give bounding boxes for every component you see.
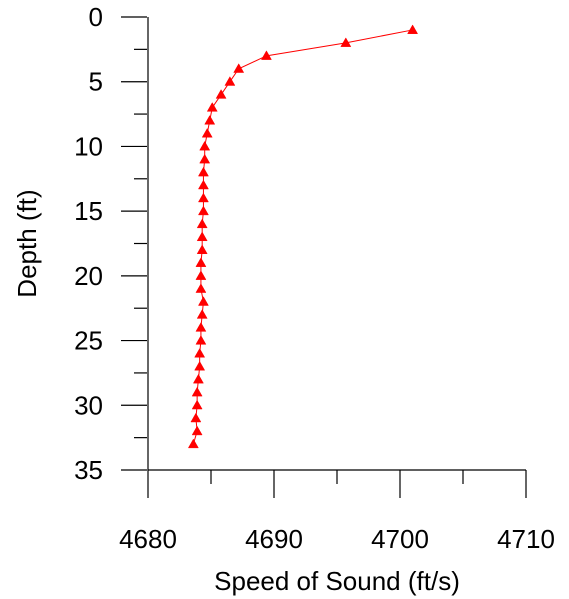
data-point-marker [407, 24, 419, 34]
data-point-marker [195, 270, 207, 280]
y-axis-title: Depth (ft) [12, 189, 42, 297]
y-ticks: 0 5 10 15 20 25 30 35 [74, 2, 147, 485]
y-tick-label: 20 [74, 261, 103, 291]
data-point-marker [198, 166, 209, 177]
data-point-marker [206, 102, 218, 112]
data-point-marker [191, 386, 203, 397]
data-point-marker [195, 335, 207, 345]
data-point-marker [199, 140, 211, 151]
data-point-marker [194, 360, 206, 371]
series-line [192, 29, 413, 445]
y-tick-label: 35 [74, 455, 103, 485]
x-ticks: 4680 4690 4700 4710 [119, 470, 555, 554]
data-point-marker [201, 127, 213, 138]
data-point-marker [199, 153, 211, 164]
data-point-marker [191, 399, 203, 410]
data-point-marker [190, 412, 202, 423]
data-point-marker [261, 50, 272, 60]
data-point-marker [191, 425, 203, 436]
data-point-marker [196, 231, 208, 242]
data-point-marker [198, 296, 209, 306]
data-point-marker [196, 244, 208, 254]
axes [147, 17, 526, 471]
x-tick-label: 4700 [371, 524, 429, 554]
y-tick-label: 25 [74, 326, 103, 356]
x-tick-label: 4710 [497, 524, 555, 554]
data-point-marker [204, 115, 216, 125]
x-tick-label: 4690 [245, 524, 303, 554]
data-point-marker [194, 348, 206, 358]
data-point-marker [192, 373, 204, 384]
data-point-marker [195, 283, 207, 293]
x-tick-label: 4680 [119, 524, 177, 554]
data-point-marker [224, 76, 236, 86]
data-point-marker [215, 89, 227, 99]
data-point-marker [195, 322, 207, 332]
y-tick-label: 0 [89, 2, 103, 32]
data-point-marker [198, 205, 209, 216]
data-point-marker [198, 192, 209, 203]
y-tick-label: 5 [89, 67, 103, 97]
data-point-marker [340, 37, 352, 47]
data-point-marker [198, 179, 209, 190]
data-point-marker [195, 257, 207, 267]
data-point-marker [196, 309, 208, 319]
data-point-marker [233, 63, 245, 73]
y-tick-label: 15 [74, 196, 103, 226]
y-tick-label: 10 [74, 131, 103, 161]
y-tick-label: 30 [74, 390, 103, 420]
data-point-marker [187, 438, 199, 449]
x-axis-title: Speed of Sound (ft/s) [214, 566, 460, 596]
series-layer [187, 24, 419, 449]
data-point-marker [196, 218, 208, 229]
